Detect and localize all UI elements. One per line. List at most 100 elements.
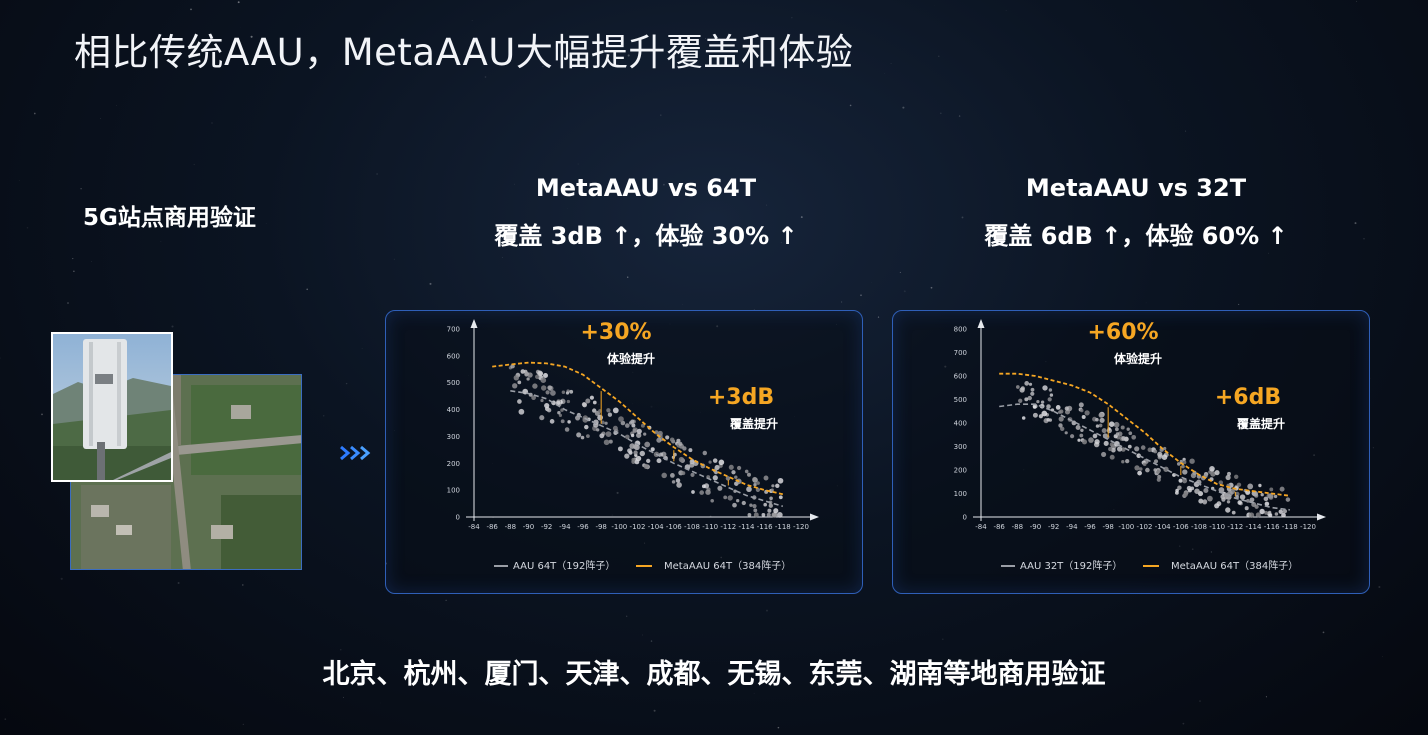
coverage-gain-value: +6dB — [1215, 385, 1281, 410]
legend-label-meta: MetaAAU 64T（384阵子） — [664, 559, 791, 572]
scatter-point — [1234, 491, 1240, 497]
star-dot — [322, 414, 325, 417]
x-tick-label: -110 — [1209, 523, 1225, 531]
scatter-point — [1127, 444, 1132, 449]
star-dot — [766, 609, 768, 612]
scatter-point — [747, 472, 751, 477]
scatter-point — [1046, 404, 1051, 409]
x-tick-label: -84 — [468, 523, 480, 531]
scatter-point — [656, 437, 662, 443]
scatter-point — [1018, 398, 1023, 403]
scatter-point — [753, 483, 757, 487]
scatter-point — [532, 383, 538, 389]
star-dot — [1322, 631, 1325, 634]
scatter-point — [752, 504, 757, 509]
star-dot — [1128, 100, 1130, 101]
x-tick-label: -88 — [1012, 523, 1023, 531]
star-dot — [484, 76, 487, 78]
scatter-point — [1032, 412, 1038, 418]
scatter-point — [665, 435, 670, 440]
star-dot — [1182, 722, 1185, 725]
scatter-point — [603, 439, 610, 446]
x-tick-label: -96 — [577, 523, 589, 531]
scatter-point — [550, 390, 556, 396]
scatter-point — [1059, 426, 1065, 432]
scatter-point — [606, 408, 611, 413]
scatter-point — [540, 377, 547, 383]
scatter-point — [753, 512, 759, 518]
scatter-point — [1182, 460, 1187, 465]
star-dot — [340, 649, 342, 651]
scatter-point — [1157, 451, 1163, 457]
scatter-point — [690, 472, 695, 477]
scatter-point — [710, 499, 714, 503]
scatter-point — [510, 363, 515, 369]
scatter-point — [1140, 445, 1146, 450]
x-tick-label: -116 — [1264, 523, 1280, 531]
scatter-point — [1278, 509, 1284, 514]
star-dot — [211, 122, 213, 124]
scatter-point — [1103, 440, 1109, 446]
scatter-point — [763, 475, 769, 481]
scatter-point — [1153, 449, 1158, 454]
scatter-point — [1070, 434, 1075, 439]
scatter-point — [778, 495, 783, 500]
scatter-point — [592, 408, 597, 413]
scatter-point — [535, 374, 540, 379]
scatter-point — [1198, 498, 1204, 504]
x-tick-label: -108 — [1191, 523, 1207, 531]
scatter-point — [731, 470, 736, 475]
page-title: 相比传统AAU，MetaAAU大幅提升覆盖和体验 — [74, 31, 854, 74]
scatter-point — [549, 419, 555, 424]
star-dot — [237, 1, 240, 4]
scatter-point — [682, 446, 687, 451]
x-tick-label: -104 — [648, 523, 664, 531]
star-dot — [1268, 252, 1269, 254]
scatter-point — [538, 371, 544, 377]
scatter-point — [1214, 470, 1220, 476]
scatter-point — [1117, 431, 1123, 437]
scatter-point — [1095, 417, 1099, 422]
scatter-point — [1267, 493, 1274, 499]
antenna-site-photo — [51, 332, 173, 482]
scatter-point — [608, 439, 613, 444]
scatter-point — [600, 420, 605, 425]
scatter-point — [736, 499, 740, 503]
scatter-point — [1134, 465, 1140, 471]
scatter-point — [1209, 465, 1215, 472]
scatter-point — [565, 391, 570, 395]
x-tick-label: -98 — [1102, 523, 1113, 531]
scatter-point — [1115, 427, 1119, 432]
scatter-point — [1279, 486, 1285, 492]
scatter-point — [586, 434, 590, 438]
scatter-point — [1080, 408, 1084, 413]
scatter-point — [520, 369, 526, 374]
scatter-point — [646, 458, 651, 464]
x-tick-label: -100 — [1118, 523, 1134, 531]
meta-trend-line — [492, 361, 783, 496]
y-tick-label: 200 — [954, 467, 967, 475]
star-dot — [791, 17, 793, 19]
scatter-point — [1225, 474, 1231, 481]
y-tick-label: 600 — [447, 352, 460, 360]
star-dot — [777, 726, 780, 729]
scatter-point — [618, 416, 624, 422]
scatter-point — [1064, 431, 1068, 435]
chart2-plot: -84 -86 -88 -90 -92 -94 -96 -98 -100 -102 -104 -106… — [954, 319, 1326, 572]
scatter-point — [518, 408, 525, 415]
scatter-point — [1032, 405, 1037, 409]
chart2-panel: -84 -86 -88 -90 -92 -94 -96 -98 -100 -102 -104 -106… — [892, 310, 1370, 594]
scatter-point — [540, 385, 547, 391]
baseline-trend-line — [999, 403, 1290, 511]
y-tick-label: 100 — [447, 487, 460, 495]
star-dot — [1005, 10, 1007, 12]
scatter-point — [746, 486, 752, 493]
scatter-point — [1042, 385, 1048, 391]
x-tick-label: -98 — [595, 523, 606, 531]
star-dot — [903, 290, 906, 293]
scatter-point — [1226, 486, 1232, 492]
scatter-point — [547, 385, 553, 391]
scatter-point — [676, 438, 681, 443]
scatter-point — [589, 395, 594, 400]
x-tick-label: -86 — [993, 523, 1005, 531]
